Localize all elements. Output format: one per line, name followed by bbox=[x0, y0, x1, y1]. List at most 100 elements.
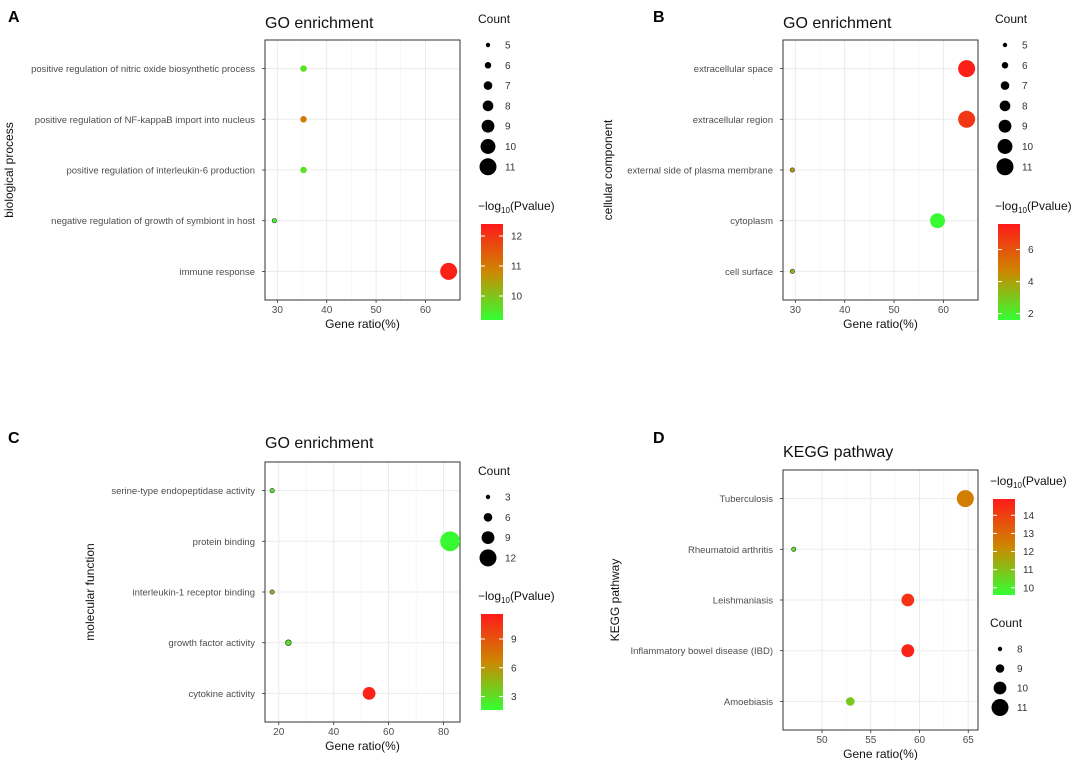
color-legend-title: −log10(Pvalue) bbox=[478, 199, 555, 215]
color-legend-title-suffix: (Pvalue) bbox=[1027, 199, 1072, 213]
x-axis-title: Gene ratio(%) bbox=[325, 317, 400, 331]
category-label: positive regulation of NF-kappaB import … bbox=[35, 115, 255, 126]
x-tick-label: 50 bbox=[816, 735, 828, 746]
color-legend-title-suffix: (Pvalue) bbox=[510, 199, 555, 213]
count-legend-title: Count bbox=[995, 12, 1028, 26]
count-legend-dot bbox=[479, 158, 497, 176]
data-point bbox=[269, 589, 275, 595]
color-legend-bar bbox=[481, 614, 503, 710]
category-label: external side of plasma membrane bbox=[627, 166, 773, 177]
color-legend-label: 10 bbox=[1023, 583, 1035, 594]
count-legend-label: 10 bbox=[1022, 142, 1034, 153]
category-label: extracellular space bbox=[694, 64, 773, 75]
color-legend-label: 9 bbox=[511, 634, 517, 645]
data-point bbox=[956, 490, 974, 508]
color-legend-label: 11 bbox=[1023, 565, 1034, 576]
panel-letter: C bbox=[8, 430, 20, 447]
category-label: extracellular region bbox=[693, 115, 773, 126]
category-label: interleukin-1 receptor binding bbox=[132, 588, 255, 599]
color-legend-title-sub: 10 bbox=[501, 206, 510, 215]
data-point bbox=[440, 262, 458, 280]
panel-d: D KEGG pathway 50 55 60 65 Tuberculosis Rheumat… bbox=[608, 430, 1067, 760]
count-legend-dot bbox=[481, 531, 495, 544]
category-label: Inflammatory bowel disease (IBD) bbox=[630, 646, 773, 657]
count-legend-label: 10 bbox=[505, 142, 517, 153]
x-tick-label: 60 bbox=[383, 727, 395, 738]
count-legend-label: 11 bbox=[1022, 162, 1033, 173]
chart-title: GO enrichment bbox=[265, 15, 374, 32]
count-legend-dot bbox=[999, 100, 1011, 112]
color-legend-bar bbox=[481, 224, 503, 320]
count-legend-label: 8 bbox=[1017, 645, 1023, 656]
x-axis-title: Gene ratio(%) bbox=[325, 739, 400, 753]
category-label: serine-type endopeptidase activity bbox=[111, 486, 255, 497]
count-legend-dot bbox=[483, 81, 493, 90]
category-label: Leishmaniasis bbox=[713, 596, 773, 607]
count-legend-label: 9 bbox=[1022, 122, 1028, 133]
count-legend-label: 9 bbox=[505, 122, 511, 133]
plot-border bbox=[782, 469, 979, 731]
category-label: positive regulation of nitric oxide bios… bbox=[31, 64, 255, 75]
count-legend-dot bbox=[991, 699, 1009, 716]
x-tick-label: 30 bbox=[272, 305, 284, 316]
category-label: cytokine activity bbox=[188, 689, 255, 700]
plot-border bbox=[782, 39, 979, 301]
x-tick-label: 40 bbox=[839, 305, 851, 316]
color-legend-title-prefix: −log bbox=[478, 199, 501, 213]
count-legend-label: 8 bbox=[505, 101, 511, 112]
color-legend-title-sub: 10 bbox=[501, 596, 510, 605]
data-point bbox=[791, 546, 797, 552]
data-point bbox=[930, 213, 945, 229]
color-legend-label: 11 bbox=[511, 262, 522, 273]
y-axis-title: KEGG pathway bbox=[608, 559, 622, 642]
color-legend-label: 4 bbox=[1028, 277, 1034, 288]
count-legend-dot bbox=[998, 119, 1012, 133]
data-point bbox=[300, 166, 307, 174]
category-label: immune response bbox=[179, 267, 255, 278]
panel-c: C GO enrichment 20 40 60 80 serine-type endope… bbox=[8, 430, 555, 753]
chart-title: GO enrichment bbox=[265, 435, 374, 452]
count-legend-dot bbox=[485, 42, 491, 48]
color-legend-title-suffix: (Pvalue) bbox=[1022, 474, 1067, 488]
x-tick-label: 55 bbox=[865, 735, 877, 746]
count-legend-label: 12 bbox=[505, 553, 517, 564]
count-legend-dot bbox=[995, 664, 1005, 673]
color-legend-label: 13 bbox=[1023, 529, 1035, 540]
x-tick-label: 30 bbox=[790, 305, 802, 316]
color-legend-title-prefix: −log bbox=[995, 199, 1018, 213]
data-point bbox=[901, 593, 915, 607]
category-label: negative regulation of growth of symbion… bbox=[51, 216, 255, 227]
x-tick-label: 60 bbox=[420, 305, 432, 316]
count-legend-label: 8 bbox=[1022, 101, 1028, 112]
x-tick-label: 50 bbox=[889, 305, 901, 316]
x-tick-label: 40 bbox=[328, 727, 340, 738]
data-point bbox=[789, 167, 795, 173]
category-label: Tuberculosis bbox=[719, 494, 773, 505]
color-legend-title-sub: 10 bbox=[1013, 481, 1022, 490]
color-legend-title-prefix: −log bbox=[990, 474, 1013, 488]
count-legend-dot bbox=[1002, 42, 1008, 48]
category-label: cell surface bbox=[725, 267, 773, 278]
data-point bbox=[901, 644, 915, 658]
x-tick-label: 60 bbox=[938, 305, 950, 316]
y-axis-title: cellular component bbox=[601, 119, 615, 220]
count-legend-dot bbox=[481, 119, 495, 133]
panel-a: A GO enrichment 30 40 50 60 positive regulatio… bbox=[2, 9, 555, 331]
category-label: protein binding bbox=[193, 537, 255, 548]
count-legend-dot bbox=[1000, 81, 1010, 90]
panel-letter: A bbox=[8, 9, 20, 26]
x-tick-label: 40 bbox=[321, 305, 333, 316]
data-point bbox=[271, 218, 277, 224]
color-legend-bar bbox=[998, 224, 1020, 320]
count-legend-dot bbox=[993, 681, 1007, 695]
count-legend-dot bbox=[485, 494, 491, 500]
data-point bbox=[958, 60, 976, 78]
category-label: cytoplasm bbox=[730, 216, 773, 227]
color-legend-title: −log10(Pvalue) bbox=[995, 199, 1072, 215]
count-legend-label: 9 bbox=[1017, 664, 1023, 675]
panel-letter: B bbox=[653, 9, 665, 26]
data-point bbox=[300, 65, 307, 72]
color-legend-label: 10 bbox=[511, 292, 523, 303]
count-legend-dot bbox=[483, 513, 493, 522]
